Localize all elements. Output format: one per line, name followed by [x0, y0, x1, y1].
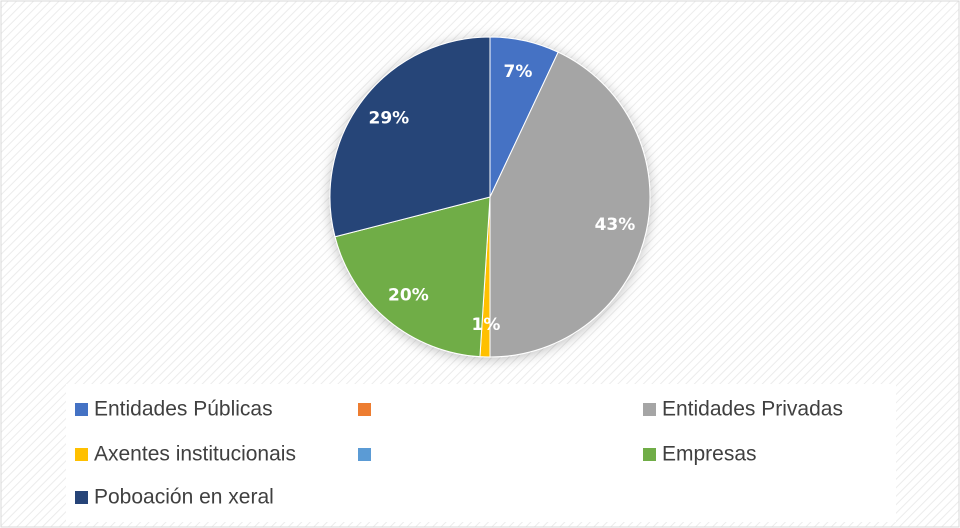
legend-label: Axentes institucionais — [94, 443, 296, 466]
legend-swatch — [643, 448, 656, 461]
legend-swatch — [358, 448, 371, 461]
legend-swatch — [75, 403, 88, 416]
pie — [329, 36, 651, 358]
pie-slice — [329, 36, 491, 238]
legend-swatch — [643, 403, 656, 416]
data-label: 20% — [388, 286, 429, 306]
data-label: 29% — [369, 109, 410, 129]
legend-box — [66, 384, 896, 522]
legend-swatch — [75, 491, 88, 504]
legend-label: Poboación en xeral — [94, 486, 274, 509]
pie-slice — [489, 51, 651, 358]
legend-label: Entidades Públicas — [94, 398, 273, 421]
data-label: 7% — [503, 62, 532, 82]
data-label: 43% — [595, 215, 636, 235]
legend-swatch — [358, 403, 371, 416]
legend-label: Empresas — [662, 443, 757, 466]
legend-swatch — [75, 448, 88, 461]
data-label: 1% — [472, 315, 501, 335]
legend-label: Entidades Privadas — [662, 398, 843, 421]
pie-slice — [334, 196, 491, 358]
